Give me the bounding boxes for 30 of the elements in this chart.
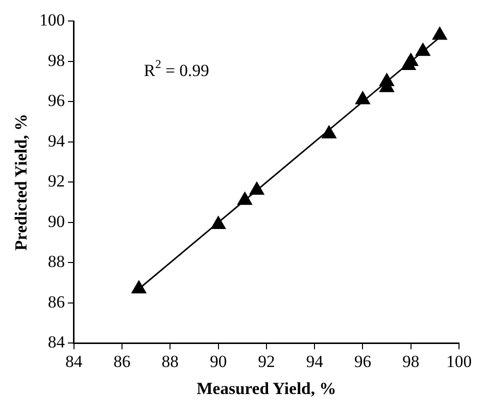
point [379, 73, 394, 86]
y-tick-label: 100 [39, 10, 65, 30]
x-tick-label: 100 [446, 352, 472, 371]
x-axis-title: Measured Yield, % [196, 379, 336, 398]
y-tick-label: 92 [48, 172, 65, 191]
x-tick-label: 90 [210, 352, 227, 371]
point [210, 216, 226, 229]
point [432, 26, 448, 40]
x-tick-label: 98 [402, 352, 420, 371]
y-tick-label: 88 [48, 252, 65, 272]
x-tick-label: 86 [114, 352, 131, 371]
y-tick-label: 94 [48, 131, 66, 150]
point [355, 91, 370, 104]
point [415, 42, 430, 56]
point [322, 125, 336, 138]
point [249, 182, 264, 195]
x-tick-label: 84 [65, 352, 83, 371]
y-tick-label: 84 [48, 332, 66, 352]
y-tick-label: 98 [48, 50, 65, 70]
point [237, 192, 252, 205]
x-tick-label: 92 [258, 352, 275, 371]
point [403, 52, 418, 66]
x-tick-label: 94 [306, 352, 324, 371]
y-axis-title: Predicted Yield, % [12, 114, 31, 251]
y-tick-label: 90 [48, 212, 65, 231]
point [131, 280, 146, 294]
y-tick-label: 96 [48, 91, 65, 110]
x-tick-label: 88 [162, 352, 179, 371]
x-tick-label: 96 [354, 352, 372, 371]
y-tick-label: 86 [48, 292, 65, 312]
